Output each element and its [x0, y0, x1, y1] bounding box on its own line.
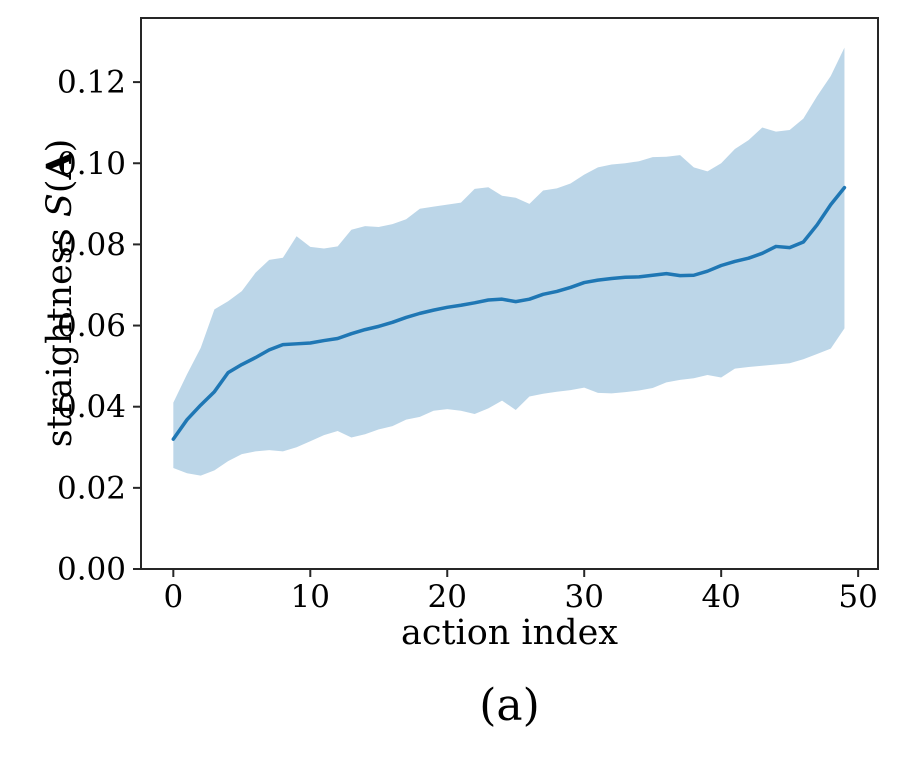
y-axis-label-symbol: S	[40, 193, 80, 218]
y-axis-label-open-paren: (	[40, 179, 80, 194]
y-axis-label-close-paren: )	[40, 138, 80, 153]
y-tick-label: 0.10	[57, 146, 126, 182]
mean-line	[171, 185, 847, 441]
y-axis-label-arg: A	[39, 152, 80, 180]
y-tick-label: 0.06	[57, 308, 126, 344]
figure-caption: (a)	[479, 680, 540, 731]
y-axis-label: straightness S(A)	[36, 63, 84, 523]
x-tick-label: 20	[428, 579, 467, 615]
confidence-band	[173, 47, 845, 476]
y-tick-label: 0.00	[57, 552, 126, 588]
x-tick-label: 30	[564, 579, 603, 615]
x-tick-label: 0	[163, 579, 183, 615]
y-axis-label-text: straightness	[40, 217, 80, 448]
x-tick-label: 10	[291, 579, 330, 615]
y-tick-label: 0.02	[57, 470, 126, 506]
y-tick-label: 0.04	[57, 389, 126, 425]
x-tick-label: 40	[701, 579, 740, 615]
x-tick-label: 50	[838, 579, 877, 615]
x-axis-label: action index	[400, 613, 619, 653]
plot-border	[140, 17, 879, 570]
y-tick-label: 0.12	[57, 65, 126, 101]
y-tick-label: 0.08	[57, 227, 126, 263]
